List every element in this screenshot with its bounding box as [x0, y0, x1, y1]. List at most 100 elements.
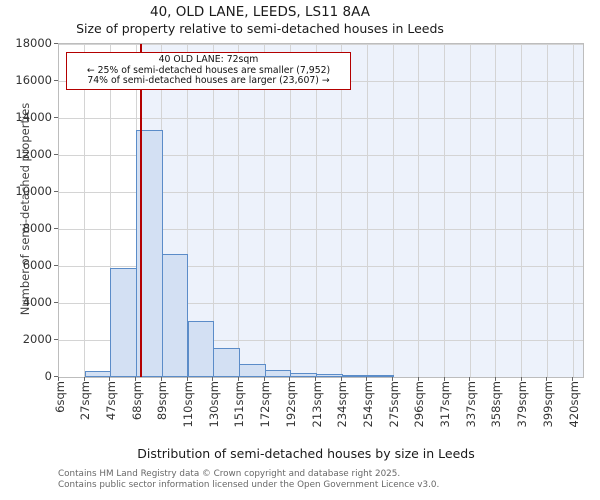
y-gridline — [59, 117, 583, 119]
x-tick-mark — [212, 377, 214, 381]
x-tick-mark — [572, 377, 573, 381]
x-gridline — [238, 44, 240, 377]
x-tick-label: 6sqm — [52, 381, 67, 413]
histogram-bar — [290, 372, 317, 377]
histogram-bar — [341, 374, 369, 377]
x-tick-label: 213sqm — [309, 381, 324, 428]
x-tick-mark — [83, 377, 85, 381]
histogram-bar — [264, 369, 292, 377]
x-tick-mark — [289, 377, 291, 381]
property-size-marker-line — [139, 44, 142, 377]
histogram-bar — [238, 363, 266, 377]
x-tick-label: 420sqm — [566, 381, 581, 428]
x-tick-label: 68sqm — [129, 381, 144, 421]
y-tick-mark — [54, 190, 58, 192]
x-gridline — [187, 44, 188, 377]
histogram-bar — [367, 375, 395, 377]
x-tick-mark — [546, 377, 548, 381]
y-tick-label: 2000 — [22, 332, 52, 346]
x-gridline — [495, 44, 497, 377]
x-tick-mark — [315, 377, 316, 381]
x-tick-label: 275sqm — [386, 381, 401, 428]
x-tick-mark — [135, 377, 137, 381]
y-tick-mark — [54, 301, 58, 303]
x-tick-mark — [237, 377, 239, 381]
y-tick-mark — [54, 338, 58, 340]
x-tick-label: 47sqm — [103, 381, 118, 421]
x-tick-mark — [109, 377, 111, 381]
x-gridline — [366, 44, 368, 377]
y-tick-label: 4000 — [22, 295, 52, 309]
annotation-line-1: 40 OLD LANE: 72sqm — [158, 54, 259, 65]
x-tick-mark — [160, 377, 162, 381]
x-tick-mark — [443, 377, 445, 381]
chart-subtitle: Size of property relative to semi-detach… — [76, 21, 444, 36]
x-tick-mark — [520, 377, 522, 381]
y-gridline — [59, 265, 583, 267]
histogram-bar — [161, 253, 189, 377]
x-gridline — [392, 44, 394, 377]
x-tick-label: 130sqm — [206, 381, 221, 428]
x-gridline — [444, 44, 445, 377]
x-tick-label: 337sqm — [463, 381, 478, 428]
x-gridline — [109, 44, 111, 377]
histogram-bar — [213, 348, 240, 377]
footer-line-2: Contains public sector information licen… — [58, 480, 440, 490]
x-tick-mark — [392, 377, 394, 381]
property-annotation-box: 40 OLD LANE: 72sqm ← 25% of semi-detache… — [66, 52, 351, 90]
x-gridline — [289, 44, 291, 377]
x-tick-label: 151sqm — [232, 381, 247, 428]
y-tick-label: 14000 — [15, 110, 52, 124]
x-tick-label: 172sqm — [258, 381, 273, 428]
x-tick-mark — [263, 377, 265, 381]
x-tick-label: 234sqm — [335, 381, 350, 428]
annotation-line-3: 74% of semi-detached houses are larger (… — [87, 75, 330, 87]
y-gridline — [59, 43, 583, 45]
histogram-bar — [84, 371, 112, 377]
larger-properties-shaded-region — [140, 44, 583, 377]
x-gridline — [469, 44, 471, 377]
histogram-bar — [187, 320, 215, 377]
x-tick-mark — [340, 377, 342, 381]
x-gridline — [572, 44, 574, 377]
x-tick-label: 254sqm — [360, 381, 375, 428]
annotation-line-2: ← 25% of semi-detached houses are smalle… — [86, 64, 331, 76]
y-tick-label: 16000 — [15, 73, 52, 87]
x-tick-mark — [366, 377, 368, 381]
x-tick-label: 110sqm — [181, 381, 195, 428]
plot-area — [58, 43, 584, 378]
x-tick-mark — [186, 377, 188, 381]
y-tick-mark — [54, 227, 58, 229]
x-axis-title: Distribution of semi-detached houses by … — [137, 446, 475, 461]
x-tick-label: 192sqm — [283, 381, 298, 428]
x-gridline — [341, 44, 343, 377]
y-tick-mark — [54, 79, 58, 81]
x-gridline — [212, 44, 214, 377]
x-gridline — [84, 44, 86, 377]
footer-line-1: Contains HM Land Registry data © Crown c… — [58, 469, 401, 479]
x-tick-label: 379sqm — [515, 381, 530, 428]
x-tick-label: 358sqm — [489, 381, 504, 428]
x-tick-label: 89sqm — [155, 381, 170, 421]
x-tick-label: 296sqm — [412, 381, 427, 428]
x-tick-label: 399sqm — [540, 381, 555, 428]
y-tick-mark — [54, 264, 58, 266]
y-tick-label: 6000 — [22, 258, 52, 272]
x-tick-mark — [417, 377, 419, 381]
y-tick-mark — [54, 116, 58, 118]
x-tick-mark — [494, 377, 496, 381]
y-gridline — [59, 154, 583, 156]
x-gridline — [315, 44, 317, 377]
footer-attribution: Contains HM Land Registry data © Crown c… — [58, 469, 439, 491]
x-gridline — [546, 44, 548, 377]
y-axis-title: Number of semi-detached properties — [18, 102, 32, 316]
y-gridline — [59, 302, 583, 304]
y-tick-mark — [54, 42, 58, 44]
x-gridline — [521, 44, 523, 377]
y-tick-label: 12000 — [15, 147, 52, 161]
y-tick-mark — [54, 153, 58, 155]
y-gridline — [59, 339, 583, 341]
y-gridline — [59, 191, 583, 193]
y-tick-label: 18000 — [15, 36, 52, 50]
